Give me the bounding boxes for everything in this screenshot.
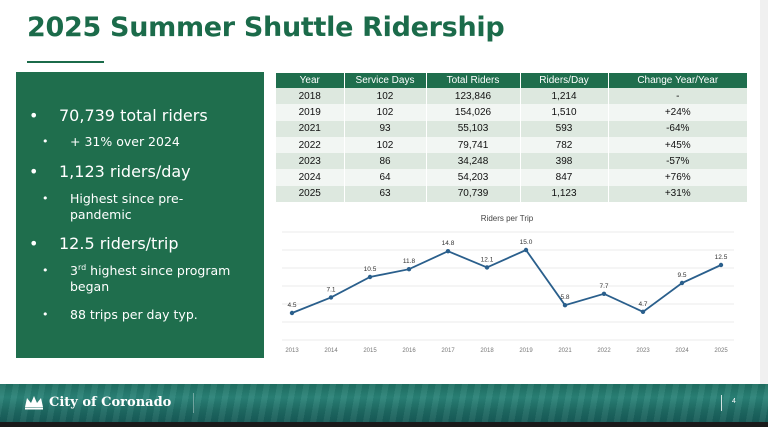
data-label: 7.7 — [599, 283, 608, 290]
data-point — [484, 265, 490, 270]
x-tick-label: 2013 — [285, 348, 299, 354]
data-point — [445, 249, 451, 254]
x-tick-label: 2025 — [714, 348, 728, 354]
x-tick-label: 2018 — [480, 348, 494, 354]
x-tick-label: 2024 — [675, 348, 689, 354]
table-row: 2024 64 54,203 847 +76% — [276, 169, 748, 186]
table-row: 2025 63 70,739 1,123 +31% — [276, 185, 748, 203]
data-label: 5.8 — [560, 294, 569, 301]
footer-divider — [193, 393, 194, 413]
header-riders-per-day: Riders/Day — [520, 73, 609, 88]
series-line — [291, 248, 722, 314]
data-point — [601, 291, 607, 296]
data-point — [289, 310, 295, 316]
data-label: 11.8 — [403, 258, 416, 265]
right-edge — [760, 0, 768, 384]
data-label: 12.5 — [715, 254, 728, 261]
crown-icon — [25, 396, 43, 410]
chart-title: Riders per Trip — [481, 214, 534, 223]
footer-bar: City of Coronado 4 — [0, 384, 768, 422]
data-label: 4.7 — [638, 301, 647, 308]
table-row: 2023 86 34,248 398 -57% — [276, 153, 748, 170]
data-label: 7.1 — [326, 286, 335, 293]
ridership-table: Year Service Days Total Riders Riders/Da… — [276, 73, 748, 203]
data-label: 14.8 — [442, 240, 455, 247]
header-change: Change Year/Year — [608, 73, 748, 88]
data-label: 12.1 — [481, 256, 494, 263]
table-row: 2018 102 123,846 1,214- — [276, 88, 748, 105]
table-header-row: Year Service Days Total Riders Riders/Da… — [276, 73, 748, 88]
table-row: 2022 102 79,741 782 +45% — [276, 136, 748, 154]
data-point — [718, 262, 724, 268]
data-point — [679, 280, 685, 286]
bottom-strip — [0, 422, 768, 427]
data-label: 9.5 — [677, 272, 686, 279]
header-year: Year — [276, 73, 345, 88]
data-point — [562, 303, 568, 308]
x-tick-label: 2021 — [558, 348, 572, 354]
data-point — [523, 247, 529, 253]
data-point — [328, 295, 334, 300]
slide-title: 2025 Summer Shuttle Ridership — [27, 12, 505, 43]
x-tick-label: 2015 — [363, 348, 377, 354]
data-point — [640, 309, 646, 314]
table-row: 2019 102 154,026 1,510 +24% — [276, 104, 748, 121]
x-tick-label: 2014 — [324, 348, 338, 354]
summary-panel — [16, 72, 264, 358]
x-tick-label: 2017 — [441, 348, 455, 354]
page-number: 4 — [732, 398, 736, 405]
title-underline — [27, 61, 104, 63]
table-row: 2021 93 55,103 593 -64% — [276, 120, 748, 137]
x-tick-label: 2022 — [597, 348, 611, 354]
header-service-days: Service Days — [344, 73, 427, 88]
header-total-riders: Total Riders — [426, 73, 521, 88]
page-separator — [721, 395, 722, 411]
city-name: City of Coronado — [49, 394, 172, 410]
x-tick-label: 2016 — [402, 348, 416, 354]
data-label: 10.5 — [364, 266, 377, 273]
riders-per-trip-chart: Riders per Trip 4.5 2013 7.1 2014 10.5 2015 11… — [282, 214, 734, 354]
data-label: 4.5 — [287, 302, 296, 309]
data-point — [367, 274, 373, 280]
data-label: 15.0 — [520, 239, 533, 246]
x-tick-label: 2019 — [519, 348, 533, 354]
data-point — [406, 267, 412, 272]
x-tick-label: 2023 — [636, 348, 650, 354]
city-logo: City of Coronado — [24, 394, 171, 410]
